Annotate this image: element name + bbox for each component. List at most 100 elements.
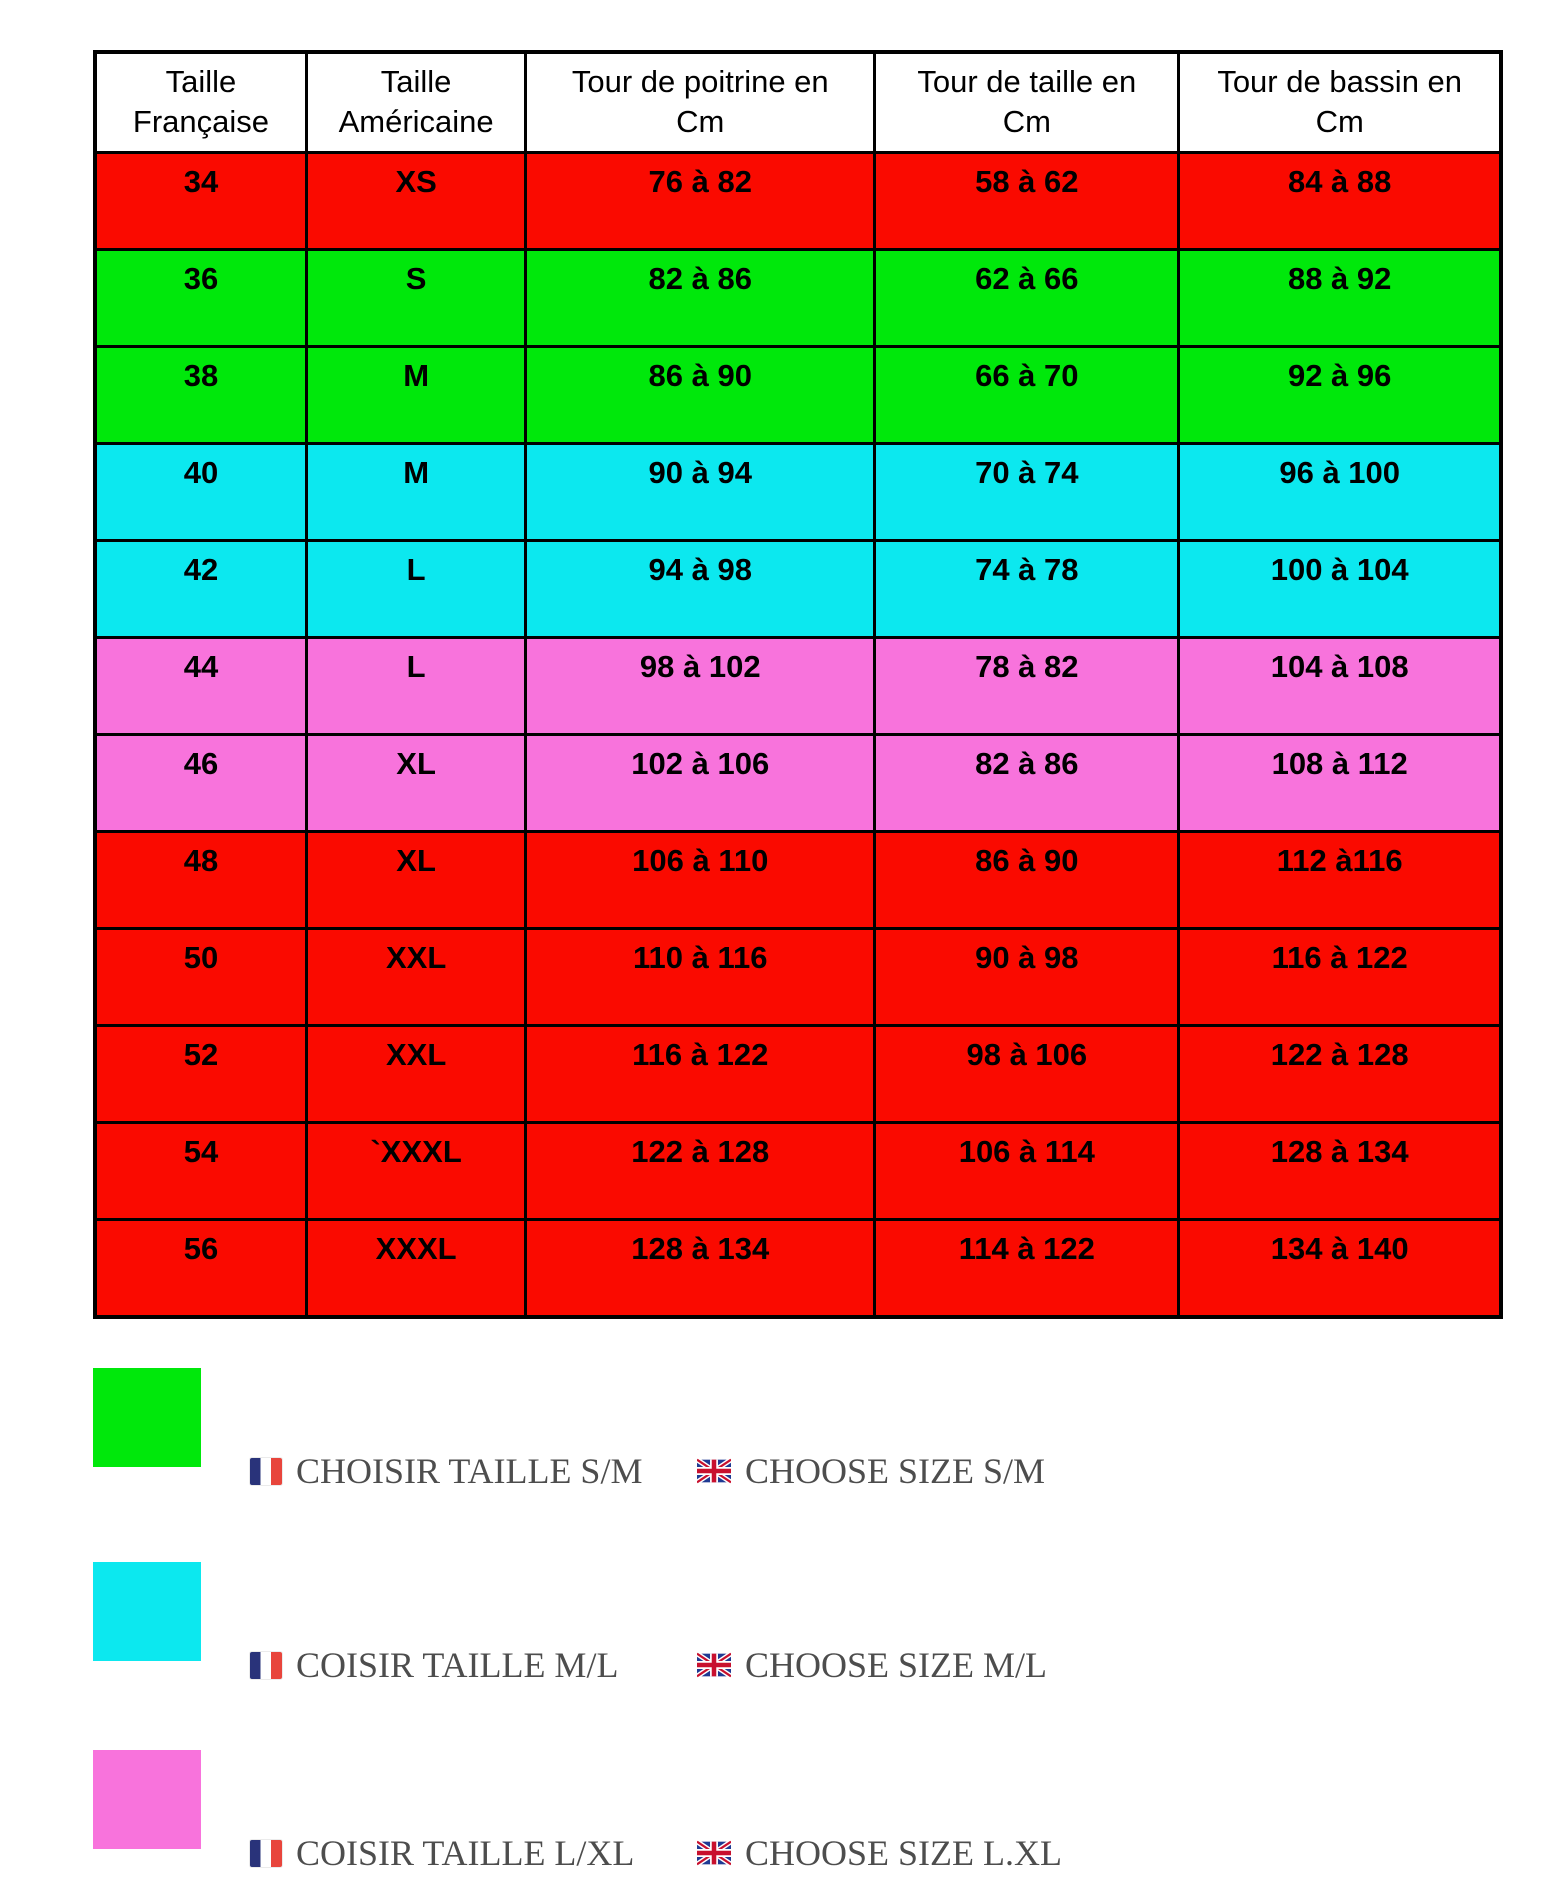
column-header-hip: Tour de bassin en Cm [1177,50,1503,154]
cell-us-size: `XXXL [304,1121,528,1221]
table-row: 56 XXXL 128 à 134 114 à 122 134 à 140 [93,1218,1503,1319]
legend-entry-fr: COISIR TAILLE L/XL [250,1832,634,1874]
legend-entry-en: CHOOSE SIZE L.XL [697,1832,1062,1874]
cell-waist: 90 à 98 [873,927,1181,1027]
legend-row: CHOISIR TAILLE S/M CHOOSE SIZE S/M [0,1368,1564,1491]
cell-chest: 102 à 106 [524,733,877,833]
cell-fr-size: 40 [93,442,308,542]
cell-chest: 76 à 82 [524,151,877,251]
cell-waist: 74 à 78 [873,539,1181,639]
cell-chest: 110 à 116 [524,927,877,1027]
table-row: 52 XXL 116 à 122 98 à 106 122 à 128 [93,1024,1503,1124]
legend-label-en: CHOOSE SIZE S/M [745,1451,1046,1491]
cell-fr-size: 34 [93,151,308,251]
cell-fr-size: 48 [93,830,308,930]
cell-waist: 58 à 62 [873,151,1181,251]
cell-fr-size: 52 [93,1024,308,1124]
color-swatch-pink [93,1750,201,1849]
cell-fr-size: 54 [93,1121,308,1221]
cell-fr-size: 44 [93,636,308,736]
table-row: 40 M 90 à 94 70 à 74 96 à 100 [93,442,1503,542]
cell-us-size: XL [304,733,528,833]
uk-flag-icon [697,1652,731,1678]
cell-us-size: XXL [304,1024,528,1124]
french-flag-icon [250,1651,282,1679]
cell-us-size: M [304,442,528,542]
table-row: 48 XL 106 à 110 86 à 90 112 à116 [93,830,1503,930]
cell-hip: 100 à 104 [1177,539,1503,639]
legend-label-fr: COISIR TAILLE M/L [296,1645,619,1685]
cell-waist: 70 à 74 [873,442,1181,542]
table-row: 44 L 98 à 102 78 à 82 104 à 108 [93,636,1503,736]
cell-fr-size: 38 [93,345,308,445]
cell-chest: 122 à 128 [524,1121,877,1221]
legend-label-fr: CHOISIR TAILLE S/M [296,1451,643,1491]
cell-waist: 62 à 66 [873,248,1181,348]
cell-chest: 82 à 86 [524,248,877,348]
table-row: 34 XS 76 à 82 58 à 62 84 à 88 [93,151,1503,251]
legend-entry-en: CHOOSE SIZE S/M [697,1450,1045,1492]
legend-row: COISIR TAILLE M/L CHOOSE SIZE M/L [0,1562,1564,1685]
uk-flag-icon [697,1840,731,1866]
cell-hip: 92 à 96 [1177,345,1503,445]
cell-waist: 82 à 86 [873,733,1181,833]
column-header-fr-size: Taille Française [93,50,308,154]
legend-row: COISIR TAILLE L/XL CHOOSE SIZE L.XL [0,1750,1564,1873]
cell-hip: 108 à 112 [1177,733,1503,833]
column-header-us-size: Taille Américaine [304,50,528,154]
cell-chest: 90 à 94 [524,442,877,542]
table-row: 46 XL 102 à 106 82 à 86 108 à 112 [93,733,1503,833]
cell-fr-size: 56 [93,1218,308,1319]
table-row: 50 XXL 110 à 116 90 à 98 116 à 122 [93,927,1503,1027]
cell-hip: 88 à 92 [1177,248,1503,348]
table-header-row: Taille Française Taille Américaine Tour … [93,50,1503,154]
cell-us-size: XS [304,151,528,251]
cell-hip: 84 à 88 [1177,151,1503,251]
cell-waist: 78 à 82 [873,636,1181,736]
cell-fr-size: 42 [93,539,308,639]
cell-chest: 86 à 90 [524,345,877,445]
cell-us-size: L [304,636,528,736]
cell-us-size: S [304,248,528,348]
legend-entry-en: CHOOSE SIZE M/L [697,1644,1047,1686]
color-swatch-cyan [93,1562,201,1661]
cell-hip: 122 à 128 [1177,1024,1503,1124]
cell-hip: 134 à 140 [1177,1218,1503,1319]
cell-waist: 106 à 114 [873,1121,1181,1221]
legend-entry-fr: COISIR TAILLE M/L [250,1644,618,1686]
table-row: 38 M 86 à 90 66 à 70 92 à 96 [93,345,1503,445]
cell-chest: 98 à 102 [524,636,877,736]
cell-chest: 128 à 134 [524,1218,877,1319]
cell-hip: 104 à 108 [1177,636,1503,736]
french-flag-icon [250,1457,282,1485]
table-row: 36 S 82 à 86 62 à 66 88 à 92 [93,248,1503,348]
column-header-waist: Tour de taille en Cm [873,50,1181,154]
cell-waist: 66 à 70 [873,345,1181,445]
french-flag-icon [250,1839,282,1867]
legend-label-fr: COISIR TAILLE L/XL [296,1833,635,1873]
cell-us-size: M [304,345,528,445]
cell-us-size: XXL [304,927,528,1027]
cell-fr-size: 50 [93,927,308,1027]
legend-label-en: CHOOSE SIZE M/L [745,1645,1048,1685]
table-row: 54 `XXXL 122 à 128 106 à 114 128 à 134 [93,1121,1503,1221]
uk-flag-icon [697,1458,731,1484]
cell-hip: 116 à 122 [1177,927,1503,1027]
cell-us-size: XXXL [304,1218,528,1319]
legend-entry-fr: CHOISIR TAILLE S/M [250,1450,642,1492]
color-swatch-green [93,1368,201,1467]
column-header-chest: Tour de poitrine en Cm [524,50,877,154]
table-row: 42 L 94 à 98 74 à 78 100 à 104 [93,539,1503,639]
cell-hip: 128 à 134 [1177,1121,1503,1221]
cell-us-size: XL [304,830,528,930]
cell-chest: 116 à 122 [524,1024,877,1124]
size-table: Taille Française Taille Américaine Tour … [93,50,1503,1319]
cell-waist: 114 à 122 [873,1218,1181,1319]
cell-waist: 98 à 106 [873,1024,1181,1124]
cell-hip: 112 à116 [1177,830,1503,930]
cell-hip: 96 à 100 [1177,442,1503,542]
cell-waist: 86 à 90 [873,830,1181,930]
cell-chest: 106 à 110 [524,830,877,930]
cell-chest: 94 à 98 [524,539,877,639]
